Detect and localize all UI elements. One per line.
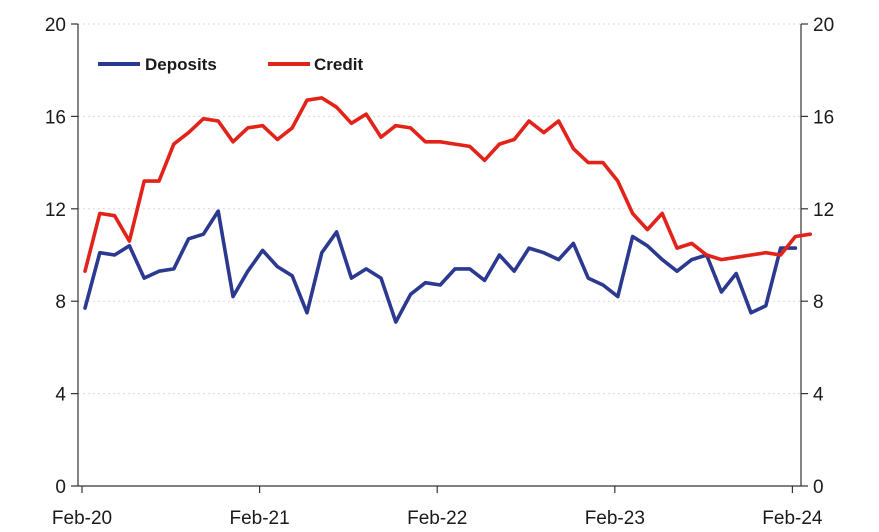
y-tick-label-right: 12 bbox=[813, 200, 834, 221]
left-y-axis-ticks: 0 4 8 12 16 20 bbox=[45, 15, 78, 498]
x-tick-label: Feb-24 bbox=[762, 508, 823, 529]
y-tick-label-right: 20 bbox=[813, 15, 834, 36]
x-tick-label: Feb-22 bbox=[407, 508, 467, 529]
x-tick-label: Feb-21 bbox=[229, 508, 289, 529]
y-tick-label-left: 0 bbox=[55, 477, 66, 498]
series-lines bbox=[83, 96, 813, 324]
y-tick-label-left: 8 bbox=[55, 292, 66, 313]
y-tick-label-left: 4 bbox=[55, 385, 66, 406]
series-line-credit bbox=[83, 96, 813, 274]
legend-label-deposits: Deposits bbox=[145, 55, 217, 74]
gridlines bbox=[78, 23, 801, 395]
x-tick-label: Feb-23 bbox=[585, 508, 645, 529]
y-tick-label-right: 16 bbox=[813, 107, 834, 128]
right-y-axis-ticks: 0 4 8 12 16 20 bbox=[801, 15, 834, 498]
y-tick-label-left: 12 bbox=[45, 200, 66, 221]
x-tick-label: Feb-20 bbox=[52, 508, 112, 529]
y-tick-label-right: 0 bbox=[813, 477, 824, 498]
legend-label-credit: Credit bbox=[314, 55, 363, 74]
y-tick-label-left: 16 bbox=[45, 107, 66, 128]
y-tick-label-right: 4 bbox=[813, 385, 824, 406]
x-axis-ticks: Feb-20 Feb-21 Feb-22 Feb-23 Feb-24 bbox=[52, 486, 823, 529]
series-line-deposits bbox=[83, 209, 798, 324]
axes bbox=[77, 24, 802, 487]
y-tick-label-right: 8 bbox=[813, 292, 824, 313]
legend: Deposits Credit bbox=[98, 55, 363, 74]
y-tick-label-left: 20 bbox=[45, 15, 66, 36]
